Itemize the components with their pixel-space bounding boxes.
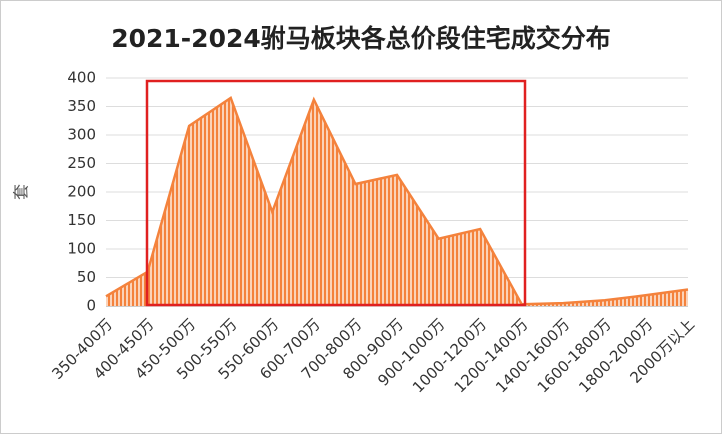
y-tick-label: 350: [67, 97, 96, 115]
y-tick-label: 200: [67, 183, 96, 201]
y-tick-label: 0: [86, 297, 96, 315]
chart-title: 2021-2024驸马板块各总价段住宅成交分布: [111, 24, 611, 53]
y-tick-label: 300: [67, 126, 96, 144]
area: [106, 97, 688, 306]
y-axis-label: 套: [12, 184, 31, 200]
line: [105, 96, 689, 306]
y-tick-label: 50: [77, 268, 96, 286]
highlight-box: [145, 79, 527, 307]
y-tick-label: 400: [67, 69, 96, 87]
y-tick-label: 250: [67, 154, 96, 172]
y-tick-label: 150: [67, 211, 96, 229]
y-tick-label: 100: [67, 240, 96, 258]
